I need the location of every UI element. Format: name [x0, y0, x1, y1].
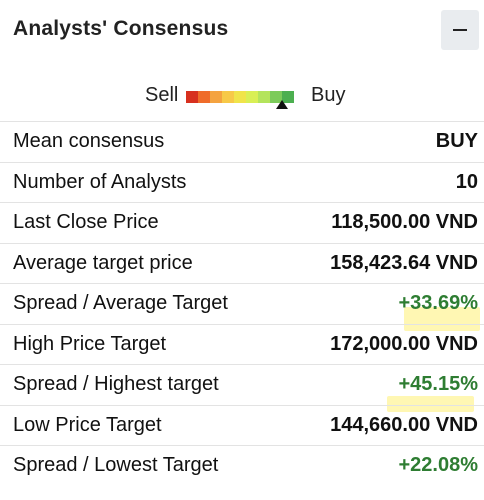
row-label: Spread / Lowest Target — [13, 454, 219, 476]
row-value: 144,660.00 VND — [330, 413, 478, 436]
row-label: High Price Target — [13, 332, 167, 355]
row-value: 172,000.00 VND — [330, 332, 478, 355]
row-spread-highest-target: Spread / Highest target +45.15% — [0, 364, 484, 405]
row-value: BUY — [435, 130, 478, 152]
row-value: +33.69% — [398, 292, 478, 314]
row-average-target-price: Average target price 158,423.64 VND — [0, 242, 484, 284]
row-high-price-target: High Price Target 172,000.00 VND — [0, 323, 484, 365]
consensus-gauge: Sell Buy — [0, 80, 484, 116]
gauge-sell-label: Sell — [145, 84, 179, 106]
gauge-segment — [186, 91, 198, 103]
row-label: Mean consensus — [13, 130, 165, 152]
row-label: Spread / Highest target — [13, 373, 219, 395]
row-value: +22.08% — [398, 454, 478, 476]
row-spread-average-target: Spread / Average Target +33.69% — [0, 283, 484, 324]
gauge-buy-label: Buy — [311, 84, 346, 106]
gauge-segment — [210, 91, 222, 103]
gauge-segment — [246, 91, 258, 103]
gauge-pointer-icon — [276, 100, 288, 109]
row-value: 118,500.00 VND — [331, 211, 478, 233]
panel-title: Analysts' Consensus — [13, 17, 229, 40]
highlight-mark — [387, 396, 474, 412]
collapse-button[interactable] — [441, 10, 479, 50]
row-label: Number of Analysts — [13, 170, 187, 193]
row-value: 10 — [455, 170, 478, 193]
consensus-table: Mean consensus BUY Number of Analysts 10… — [0, 121, 484, 486]
row-label: Average target price — [13, 251, 193, 274]
row-value: +45.15% — [398, 373, 478, 395]
row-label: Spread / Average Target — [13, 292, 228, 314]
gauge-segment — [198, 91, 210, 103]
gauge-segment — [258, 91, 270, 103]
row-label: Low Price Target — [13, 413, 162, 436]
highlight-mark — [404, 307, 480, 331]
row-spread-lowest-target: Spread / Lowest Target +22.08% — [0, 445, 484, 486]
minus-icon — [453, 29, 467, 31]
row-number-of-analysts: Number of Analysts 10 — [0, 161, 484, 203]
row-low-price-target: Low Price Target 144,660.00 VND — [0, 404, 484, 446]
panel-header: Analysts' Consensus — [0, 0, 484, 62]
row-value: 158,423.64 VND — [330, 251, 478, 274]
row-label: Last Close Price — [13, 211, 159, 233]
gauge-segment — [234, 91, 246, 103]
row-last-close-price: Last Close Price 118,500.00 VND — [0, 202, 484, 243]
gauge-scale — [186, 91, 294, 103]
row-mean-consensus: Mean consensus BUY — [0, 121, 484, 162]
gauge-segment — [222, 91, 234, 103]
